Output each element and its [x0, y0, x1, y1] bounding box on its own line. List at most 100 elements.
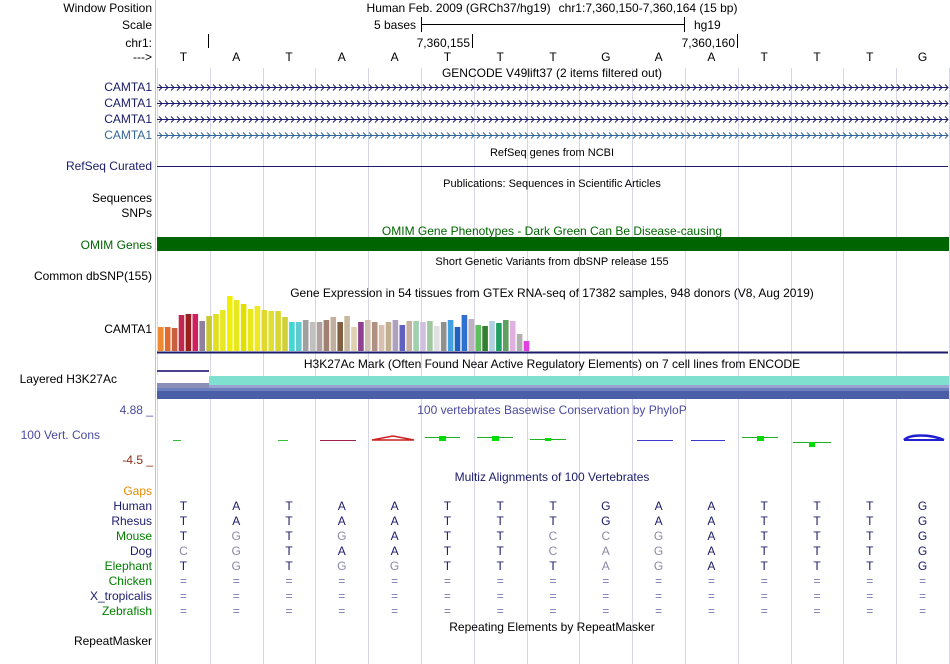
alignment-base: T [497, 514, 505, 528]
phylop-signal[interactable] [173, 434, 945, 448]
gtex-tissue-bar[interactable] [378, 325, 385, 351]
alignment-base: A [707, 514, 715, 528]
gtex-tissue-bar[interactable] [468, 319, 475, 351]
species-label[interactable]: Dog [130, 544, 152, 558]
alignment-base: = [391, 589, 398, 603]
gtex-tissue-bar[interactable] [247, 309, 254, 351]
gtex-tissue-bar[interactable] [296, 322, 302, 351]
alignment-base: G [232, 529, 241, 543]
gtex-tissue-bar[interactable] [185, 314, 192, 351]
gtex-tissue-bar[interactable] [344, 316, 350, 351]
gtex-tissue-bar[interactable] [178, 315, 185, 351]
label-dbsnp[interactable]: Common dbSNP(155) [34, 269, 152, 283]
gtex-tissue-bar[interactable] [475, 325, 481, 351]
species-label[interactable]: Human [113, 499, 152, 513]
alignment-base: A [655, 514, 663, 528]
gtex-tissue-bar[interactable] [385, 322, 392, 351]
gtex-tissue-bar[interactable] [523, 341, 530, 351]
label-repeatmasker[interactable]: RepeatMasker [74, 634, 152, 648]
gtex-tissue-bar[interactable] [461, 315, 468, 351]
label-camta1-1[interactable]: CAMTA1 [104, 80, 152, 94]
gtex-tissue-bar[interactable] [164, 327, 171, 351]
gencode-transcript[interactable] [157, 84, 949, 91]
species-label[interactable]: Chicken [109, 574, 152, 588]
gtex-tissue-bar[interactable] [420, 322, 426, 351]
alignment-base: = [602, 604, 609, 618]
label-omim[interactable]: OMIM Genes [81, 238, 152, 252]
gtex-tissue-bar[interactable] [240, 304, 247, 351]
label-refseq[interactable]: RefSeq Curated [66, 159, 152, 173]
gtex-tissue-bar[interactable] [489, 321, 495, 351]
track-title-pubs: Publications: Sequences in Scientific Ar… [443, 178, 661, 190]
gtex-tissue-bar[interactable] [261, 310, 268, 351]
omim-gene-bar[interactable] [157, 237, 949, 251]
gtex-tissue-bar[interactable] [434, 326, 440, 351]
gtex-tissue-bar[interactable] [392, 320, 399, 351]
gtex-tissue-bar[interactable] [282, 317, 288, 351]
gtex-tissue-bar[interactable] [268, 311, 274, 351]
gtex-tissue-bar[interactable] [275, 311, 281, 351]
gtex-tissue-bar[interactable] [302, 320, 309, 351]
species-label[interactable]: X_tropicalis [90, 589, 152, 603]
gtex-tissue-bar[interactable] [337, 322, 343, 351]
alignment-base: = [602, 574, 609, 588]
gtex-tissue-bar[interactable] [413, 321, 419, 351]
gencode-transcript[interactable] [157, 132, 949, 139]
alignment-base: = [919, 574, 926, 588]
gtex-tissue-bar[interactable] [482, 326, 488, 351]
label-camta1-3[interactable]: CAMTA1 [104, 112, 152, 126]
gtex-tissue-bar[interactable] [309, 322, 316, 351]
label-gtex-gene[interactable]: CAMTA1 [104, 322, 152, 336]
gencode-transcripts[interactable] [157, 84, 949, 139]
gtex-tissue-bar[interactable] [158, 327, 164, 351]
gtex-tissue-bar[interactable] [233, 300, 240, 351]
gtex-tissue-bar[interactable] [213, 314, 219, 351]
label-h3k27ac[interactable]: Layered H3K27Ac [20, 372, 117, 386]
label-cons[interactable]: 100 Vert. Cons [21, 428, 100, 442]
gtex-tissue-bar[interactable] [358, 322, 364, 351]
gtex-tissue-bar[interactable] [330, 317, 337, 351]
gtex-tissue-bar[interactable] [399, 325, 406, 351]
species-label[interactable]: Rhesus [111, 514, 152, 528]
gtex-tissue-bar[interactable] [351, 327, 357, 351]
gtex-tissue-bar[interactable] [199, 321, 205, 351]
label-sequences[interactable]: Sequences [92, 191, 152, 205]
gtex-tissue-bar[interactable] [503, 320, 509, 351]
label-gaps[interactable]: Gaps [123, 484, 152, 498]
gtex-tissue-bar[interactable] [406, 321, 412, 351]
gtex-expression-bars[interactable] [158, 296, 530, 351]
gtex-tissue-bar[interactable] [323, 320, 330, 351]
gencode-transcript[interactable] [157, 116, 949, 123]
alignment-base: G [232, 544, 241, 558]
gtex-tissue-bar[interactable] [220, 310, 226, 351]
gtex-tissue-bar[interactable] [289, 322, 295, 351]
gtex-tissue-bar[interactable] [509, 321, 516, 351]
multiz-alignments[interactable]: T A T A A T T T G A A T T T GT A T A A T T T G A A T T T GT G T G A T T C C G… [179, 499, 927, 618]
gtex-tissue-bar[interactable] [254, 306, 261, 351]
gtex-tissue-bar[interactable] [496, 323, 502, 351]
label-camta1-4[interactable]: CAMTA1 [104, 128, 152, 142]
alignment-base: = [285, 589, 292, 603]
gencode-transcript[interactable] [157, 100, 949, 107]
gtex-tissue-bar[interactable] [440, 322, 447, 351]
gtex-tissue-bar[interactable] [316, 322, 323, 351]
gtex-tissue-bar[interactable] [516, 334, 523, 351]
species-label[interactable]: Mouse [116, 529, 152, 543]
label-snps[interactable]: SNPs [121, 206, 152, 220]
alignment-base: T [761, 544, 769, 558]
alignment-base: T [285, 559, 293, 573]
gtex-tissue-bar[interactable] [227, 296, 233, 351]
gtex-tissue-bar[interactable] [447, 320, 454, 351]
gtex-tissue-bar[interactable] [192, 314, 199, 351]
label-camta1-2[interactable]: CAMTA1 [104, 96, 152, 110]
species-label[interactable]: Elephant [105, 559, 153, 573]
gtex-tissue-bar[interactable] [171, 328, 178, 351]
gtex-tissue-bar[interactable] [206, 316, 212, 351]
alignment-base: = [761, 589, 768, 603]
h3k27ac-signal[interactable] [157, 370, 949, 399]
gtex-tissue-bar[interactable] [365, 320, 371, 351]
gtex-tissue-bar[interactable] [371, 322, 378, 351]
gtex-tissue-bar[interactable] [454, 327, 461, 351]
species-label[interactable]: Zebrafish [102, 604, 152, 618]
gtex-tissue-bar[interactable] [427, 321, 433, 351]
